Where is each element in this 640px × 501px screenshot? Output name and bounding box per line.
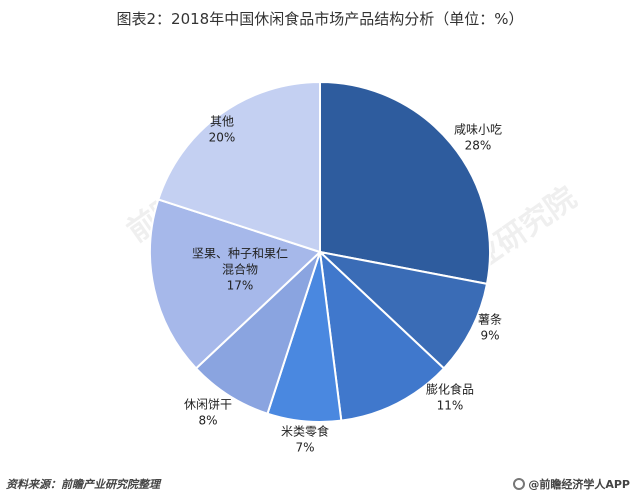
slice-value-label: 8% — [198, 414, 217, 428]
brand-logo-icon — [513, 478, 526, 490]
source-note: 资料来源：前瞻产业研究院整理 — [6, 478, 160, 491]
pie-slice — [319, 80, 491, 286]
slice-category-label: 休闲饼干 — [184, 398, 232, 412]
brand-text: @前瞻经济学人APP — [528, 478, 630, 491]
slice-category-label: 其他 — [210, 115, 234, 129]
brand-note: @前瞻经济学人APP — [513, 476, 630, 492]
pie-slice — [149, 198, 322, 370]
slice-value-label: 7% — [295, 441, 314, 455]
slice-category-label: 膨化食品 — [426, 382, 474, 397]
pie-labels: 咸味小吃 28% 薯条 9% 膨化食品 11% 米类零食 7% 休闲饼干 8% 坚果、种子和果仁混合… — [184, 115, 502, 455]
slice-category-label: 薯条 — [478, 313, 502, 327]
pie-chart: 咸味小吃 28% 薯条 9% 膨化食品 11% 米类零食 7% 休闲饼干 8% 坚果、种子和果仁混合… — [149, 80, 502, 455]
slice-value-label: 20% — [209, 131, 236, 145]
slice-category-label: 米类零食 — [281, 424, 329, 439]
slice-category-label: 坚果、种子和果仁 — [192, 247, 288, 261]
pie-slice — [157, 80, 321, 254]
slice-category-label: 混合物 — [222, 262, 258, 277]
pie-slice — [316, 250, 489, 370]
slice-category-label: 咸味小吃 — [454, 123, 502, 137]
slice-value-label: 11% — [437, 399, 464, 413]
pie-slice — [318, 249, 446, 422]
pie-slices — [149, 80, 491, 423]
footer: 资料来源：前瞻产业研究院整理 @前瞻经济学人APP — [0, 470, 640, 498]
slice-value-label: 17% — [227, 279, 254, 293]
slice-value-label: 9% — [480, 329, 499, 343]
slice-value-label: 28% — [465, 139, 492, 153]
chart-title: 图表2：2018年中国休闲食品市场产品结构分析（单位：%） — [116, 10, 524, 28]
